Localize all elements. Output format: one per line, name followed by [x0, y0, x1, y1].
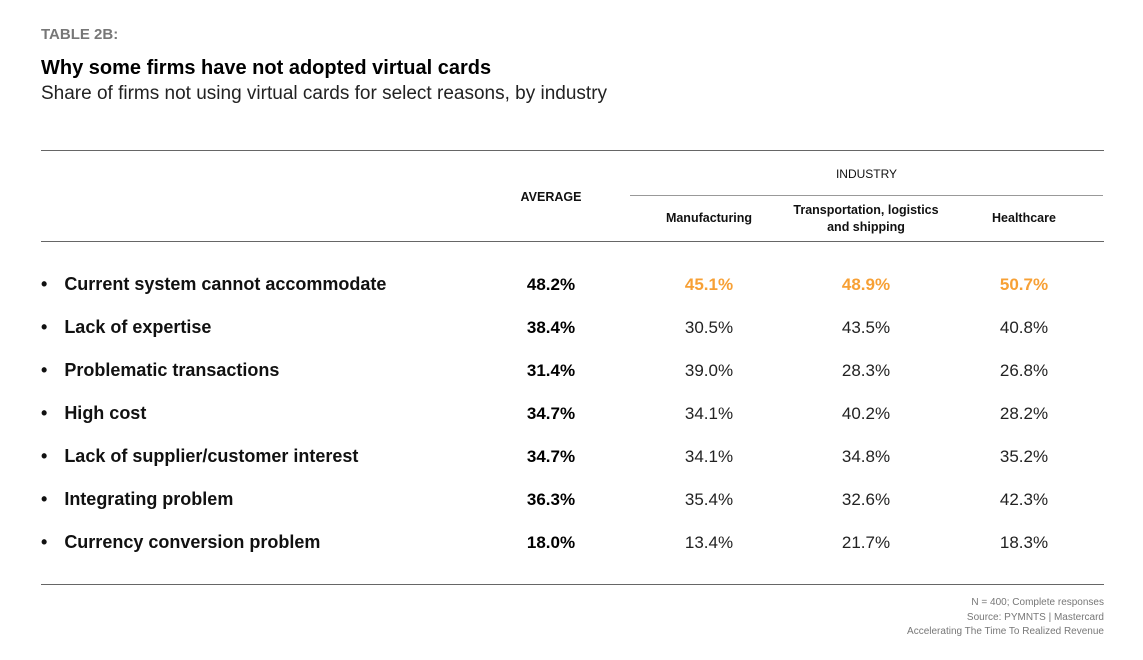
reason-text: Integrating problem — [64, 489, 234, 509]
bullet-icon: • — [41, 360, 48, 380]
cell-transportation: 34.8% — [841, 447, 891, 466]
column-header-transportation: Transportation, logistics and shipping — [781, 202, 951, 236]
reason-text: Current system cannot accommodate — [64, 274, 387, 294]
table-row: • Problematic transactions 31.4% 39.0% 28.3%… — [0, 360, 1143, 403]
bottom-rule — [41, 584, 1104, 585]
cell-average: 34.7% — [526, 404, 576, 423]
column-header-manufacturing: Manufacturing — [665, 211, 753, 225]
column-header-transportation-line1: Transportation, logistics — [793, 203, 939, 217]
cell-transportation: 40.2% — [841, 404, 891, 423]
cell-transportation: 28.3% — [841, 361, 891, 380]
row-reason: • Current system cannot accommodate — [41, 274, 386, 295]
cell-healthcare: 40.8% — [999, 318, 1049, 337]
bullet-icon: • — [41, 317, 48, 337]
bullet-icon: • — [41, 446, 48, 466]
table-label: TABLE 2B: — [41, 26, 119, 43]
cell-healthcare: 35.2% — [999, 447, 1049, 466]
cell-average: 36.3% — [526, 490, 576, 509]
cell-healthcare: 42.3% — [999, 490, 1049, 509]
row-reason: • High cost — [41, 403, 146, 424]
cell-healthcare: 50.7% — [999, 275, 1049, 294]
cell-healthcare: 26.8% — [999, 361, 1049, 380]
cell-transportation: 43.5% — [841, 318, 891, 337]
cell-average: 34.7% — [526, 447, 576, 466]
bullet-icon: • — [41, 489, 48, 509]
reason-text: High cost — [64, 403, 147, 423]
cell-healthcare: 18.3% — [999, 533, 1049, 552]
row-reason: • Lack of supplier/customer interest — [41, 446, 358, 467]
cell-manufacturing: 45.1% — [684, 275, 734, 294]
cell-transportation: 32.6% — [841, 490, 891, 509]
header-rule — [41, 241, 1104, 242]
table-row: • Integrating problem 36.3% 35.4% 32.6% 42.3% — [0, 489, 1143, 532]
row-reason: • Currency conversion problem — [41, 532, 320, 553]
table-row: • Currency conversion problem 18.0% 13.4% 21… — [0, 532, 1143, 575]
cell-average: 18.0% — [526, 533, 576, 552]
reason-text: Lack of supplier/customer interest — [64, 446, 359, 466]
table-row: • Current system cannot accommodate 48.2% 4… — [0, 274, 1143, 317]
cell-healthcare: 28.2% — [999, 404, 1049, 423]
reason-text: Lack of expertise — [64, 317, 212, 337]
cell-manufacturing: 34.1% — [684, 404, 734, 423]
industry-group-header: INDUSTRY — [835, 167, 898, 181]
cell-transportation: 48.9% — [841, 275, 891, 294]
cell-average: 38.4% — [526, 318, 576, 337]
cell-average: 48.2% — [526, 275, 576, 294]
bullet-icon: • — [41, 403, 48, 423]
table-row: • Lack of expertise 38.4% 30.5% 43.5% 40.8% — [0, 317, 1143, 360]
column-header-healthcare: Healthcare — [992, 211, 1056, 225]
bullet-icon: • — [41, 274, 48, 294]
reason-text: Problematic transactions — [64, 360, 280, 380]
column-header-average: AVERAGE — [520, 190, 582, 204]
cell-manufacturing: 39.0% — [684, 361, 734, 380]
cell-manufacturing: 35.4% — [684, 490, 734, 509]
cell-manufacturing: 30.5% — [684, 318, 734, 337]
table-row: • Lack of supplier/customer interest 34.7%… — [0, 446, 1143, 489]
row-reason: • Integrating problem — [41, 489, 233, 510]
industry-rule — [630, 195, 1103, 196]
cell-manufacturing: 34.1% — [684, 447, 734, 466]
table-row: • High cost 34.7% 34.1% 40.2% 28.2% — [0, 403, 1143, 446]
cell-transportation: 21.7% — [841, 533, 891, 552]
cell-manufacturing: 13.4% — [684, 533, 734, 552]
top-rule — [41, 150, 1104, 151]
table-subtitle: Share of firms not using virtual cards f… — [41, 83, 608, 104]
column-header-transportation-line2: and shipping — [827, 220, 905, 234]
row-reason: • Problematic transactions — [41, 360, 279, 381]
footer-sample: N = 400; Complete responses — [971, 597, 1104, 608]
table-title: Why some firms have not adopted virtual … — [41, 57, 492, 79]
bullet-icon: • — [41, 532, 48, 552]
row-reason: • Lack of expertise — [41, 317, 211, 338]
footer-report: Accelerating The Time To Realized Revenu… — [907, 626, 1104, 637]
footer-source: Source: PYMNTS | Mastercard — [966, 612, 1104, 623]
cell-average: 31.4% — [526, 361, 576, 380]
reason-text: Currency conversion problem — [64, 532, 321, 552]
